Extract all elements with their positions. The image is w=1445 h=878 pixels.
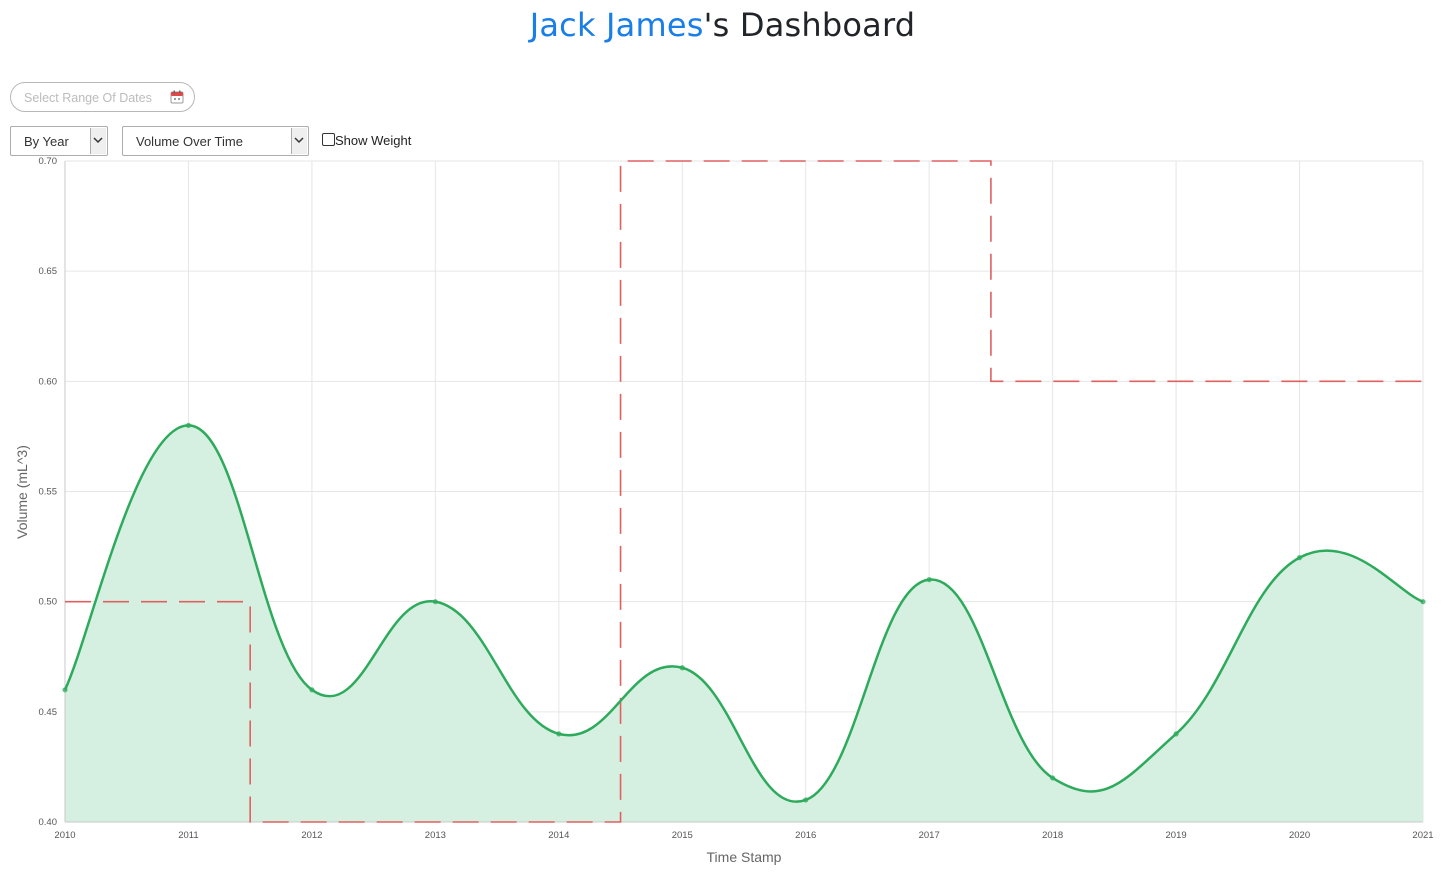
data-point: [1420, 599, 1426, 605]
volume-chart: 2010 2011 2012 2013 2014 2015 2016 2017 2018 2019…: [14, 156, 1434, 865]
metric-select[interactable]: Volume Over Time: [122, 126, 309, 156]
title-suffix: 's Dashboard: [703, 6, 916, 44]
data-point: [185, 422, 192, 428]
x-tick-labels: 2010 2011 2012 2013 2014 2015 2016 2017 2018 2019…: [54, 830, 1433, 841]
reference-line: [65, 160, 1423, 823]
data-point: [309, 687, 315, 693]
y-tick-label: 0.65: [39, 266, 58, 277]
y-axis-title: Volume (mL^3): [14, 445, 30, 539]
user-name: Jack James: [529, 6, 704, 44]
show-weight-checkbox[interactable]: [322, 133, 335, 146]
x-tick-label: 2017: [919, 830, 940, 841]
page-title: Jack James's Dashboard: [0, 6, 1445, 44]
show-weight-label: Show Weight: [335, 133, 412, 148]
chevron-down-icon[interactable]: [291, 128, 307, 154]
data-point: [679, 665, 685, 671]
y-tick-labels: 0.40 0.45 0.50 0.55 0.60 0.65 0.70: [39, 156, 58, 828]
chart-axes: [64, 161, 1423, 823]
data-point: [432, 599, 438, 605]
date-range-picker[interactable]: Select Range Of Dates: [10, 82, 195, 112]
x-tick-label: 2013: [425, 830, 446, 841]
data-points: [62, 422, 1426, 803]
y-tick-label: 0.40: [39, 817, 58, 828]
period-select[interactable]: By Year: [10, 126, 108, 156]
x-tick-label: 2020: [1289, 830, 1310, 841]
x-tick-label: 2014: [548, 830, 569, 841]
period-select-value: By Year: [24, 134, 69, 149]
x-tick-label: 2016: [795, 830, 816, 841]
area-fill: [65, 425, 1423, 822]
chevron-down-icon[interactable]: [90, 128, 106, 154]
metric-select-value: Volume Over Time: [136, 134, 243, 149]
y-tick-label: 0.50: [39, 597, 58, 608]
y-tick-label: 0.55: [39, 487, 58, 498]
x-tick-label: 2012: [301, 830, 322, 841]
x-axis-title: Time Stamp: [707, 849, 782, 865]
data-point: [1050, 775, 1056, 781]
x-tick-label: 2010: [54, 830, 75, 841]
data-point: [926, 577, 932, 583]
x-tick-label: 2019: [1166, 830, 1187, 841]
date-range-placeholder: Select Range Of Dates: [24, 91, 152, 105]
y-tick-label: 0.70: [39, 156, 58, 167]
y-tick-label: 0.45: [39, 707, 58, 718]
calendar-icon[interactable]: [170, 90, 184, 104]
x-tick-label: 2021: [1412, 830, 1433, 841]
x-tick-label: 2015: [672, 830, 693, 841]
data-point: [1173, 731, 1179, 737]
data-point: [556, 731, 562, 737]
data-point: [1296, 555, 1303, 561]
x-tick-label: 2018: [1042, 830, 1063, 841]
data-point: [803, 797, 809, 803]
y-tick-label: 0.60: [39, 376, 58, 387]
x-tick-label: 2011: [178, 830, 198, 841]
data-point: [62, 687, 68, 693]
